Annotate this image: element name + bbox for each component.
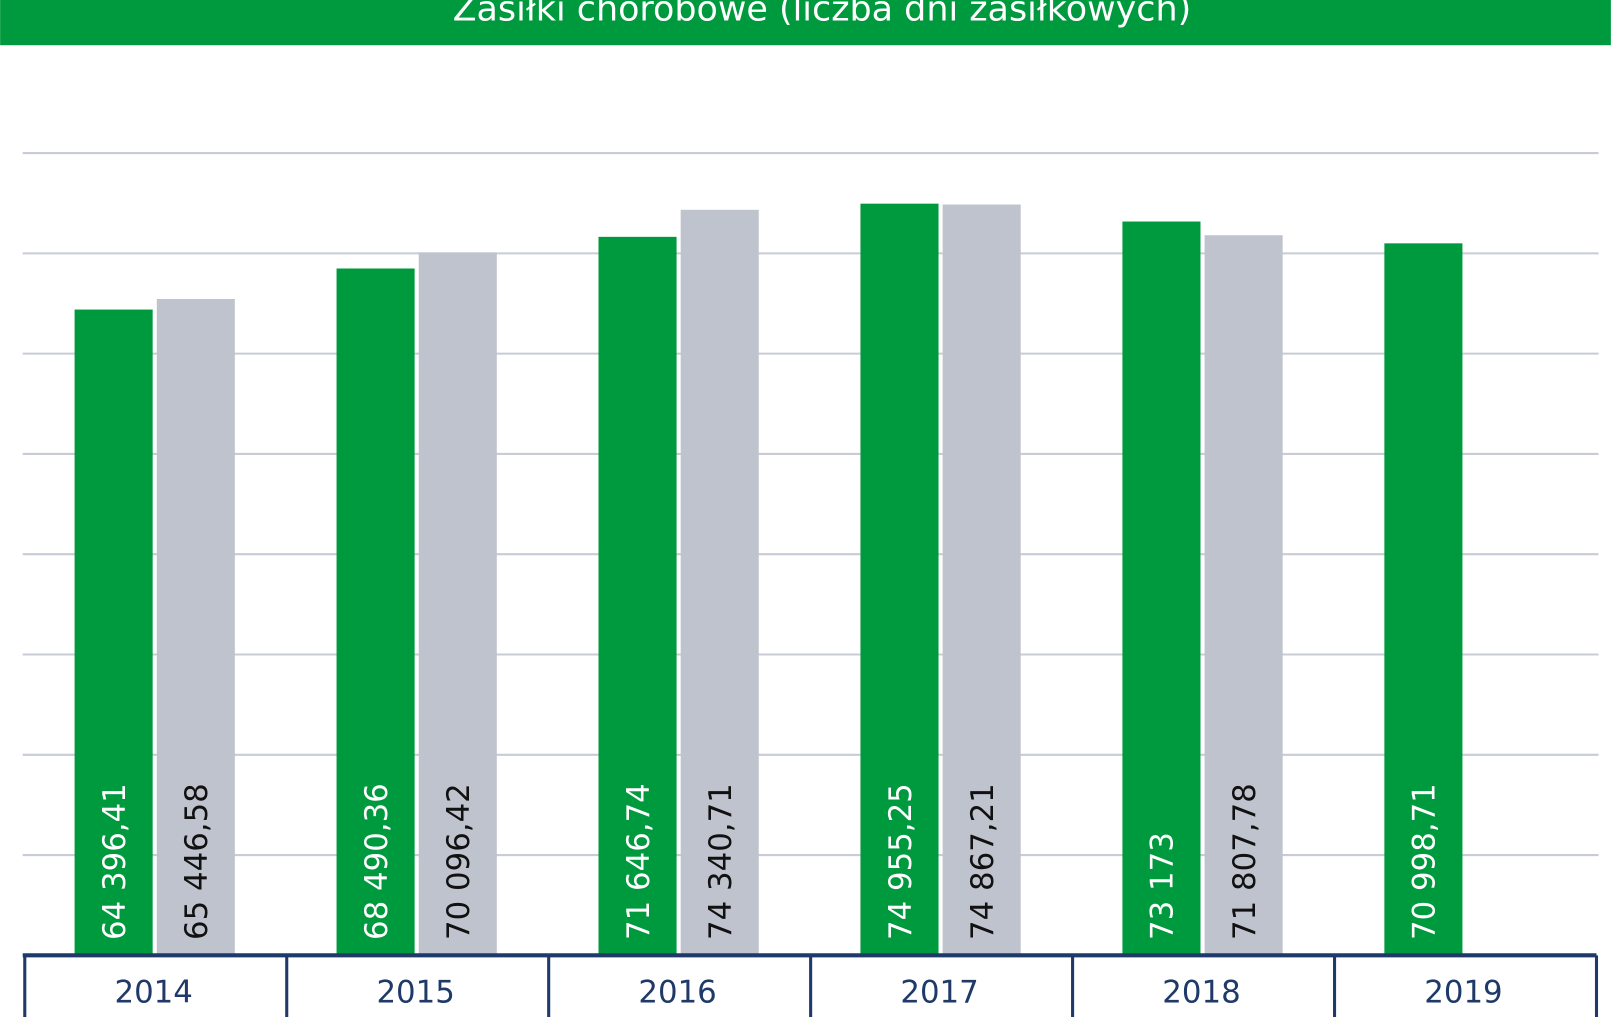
value-label: 70 096,42 — [441, 783, 477, 940]
value-label: 68 490,36 — [359, 783, 395, 940]
bar — [598, 236, 677, 956]
bar — [1122, 221, 1201, 956]
value-label: 74 867,21 — [965, 783, 1001, 940]
value-label: 74 955,25 — [883, 783, 919, 940]
x-tick-label: 2015 — [376, 975, 454, 1011]
bar — [1384, 243, 1463, 956]
x-tick-label: 2018 — [1162, 975, 1240, 1011]
bar — [1204, 235, 1283, 956]
bar — [74, 309, 153, 956]
x-tick-label: 2019 — [1424, 975, 1502, 1011]
bar — [418, 252, 497, 956]
bar — [156, 299, 235, 956]
value-label: 70 998,71 — [1407, 783, 1443, 940]
chart-title: Zasiłki chorobowe (liczba dni zasiłkowyc… — [453, 0, 1192, 30]
bar — [860, 203, 939, 956]
value-label: 71 646,74 — [621, 783, 657, 940]
value-label: 65 446,58 — [179, 783, 215, 940]
x-tick-label: 2016 — [638, 975, 716, 1011]
value-label: 64 396,41 — [97, 783, 133, 940]
bar — [942, 204, 1021, 956]
x-tick-label: 2014 — [115, 975, 193, 1011]
value-label: 71 807,78 — [1227, 783, 1263, 940]
value-label: 73 173 — [1145, 832, 1181, 940]
bar — [680, 209, 759, 956]
x-tick-label: 2017 — [900, 975, 978, 1011]
title-band — [0, 0, 1611, 46]
bar — [336, 268, 415, 956]
value-label: 74 340,71 — [703, 783, 739, 940]
